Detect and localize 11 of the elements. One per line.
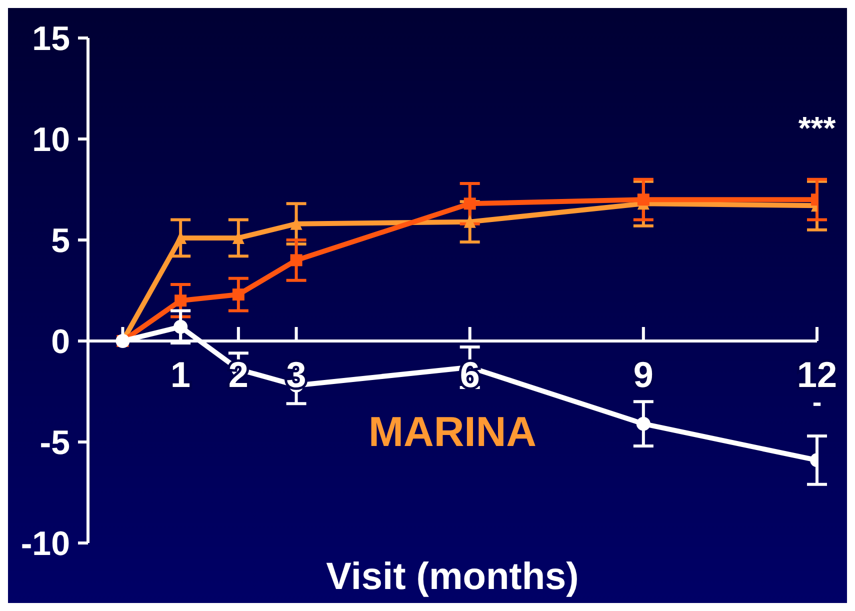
y-tick-label: 15	[32, 20, 70, 58]
y-tick-label: -10	[20, 525, 70, 563]
y-tick-label: -5	[40, 424, 70, 462]
x-tick-label: 9	[633, 354, 654, 395]
x-axis-title: Visit (months)	[326, 556, 579, 598]
annotation: MARINA	[368, 408, 536, 455]
annotation: ***	[798, 110, 836, 146]
y-tick-label: 10	[32, 121, 70, 159]
x-tick-label: 1	[170, 354, 191, 395]
y-tick-label: 5	[51, 222, 70, 260]
y-tick-label: 0	[51, 323, 70, 361]
